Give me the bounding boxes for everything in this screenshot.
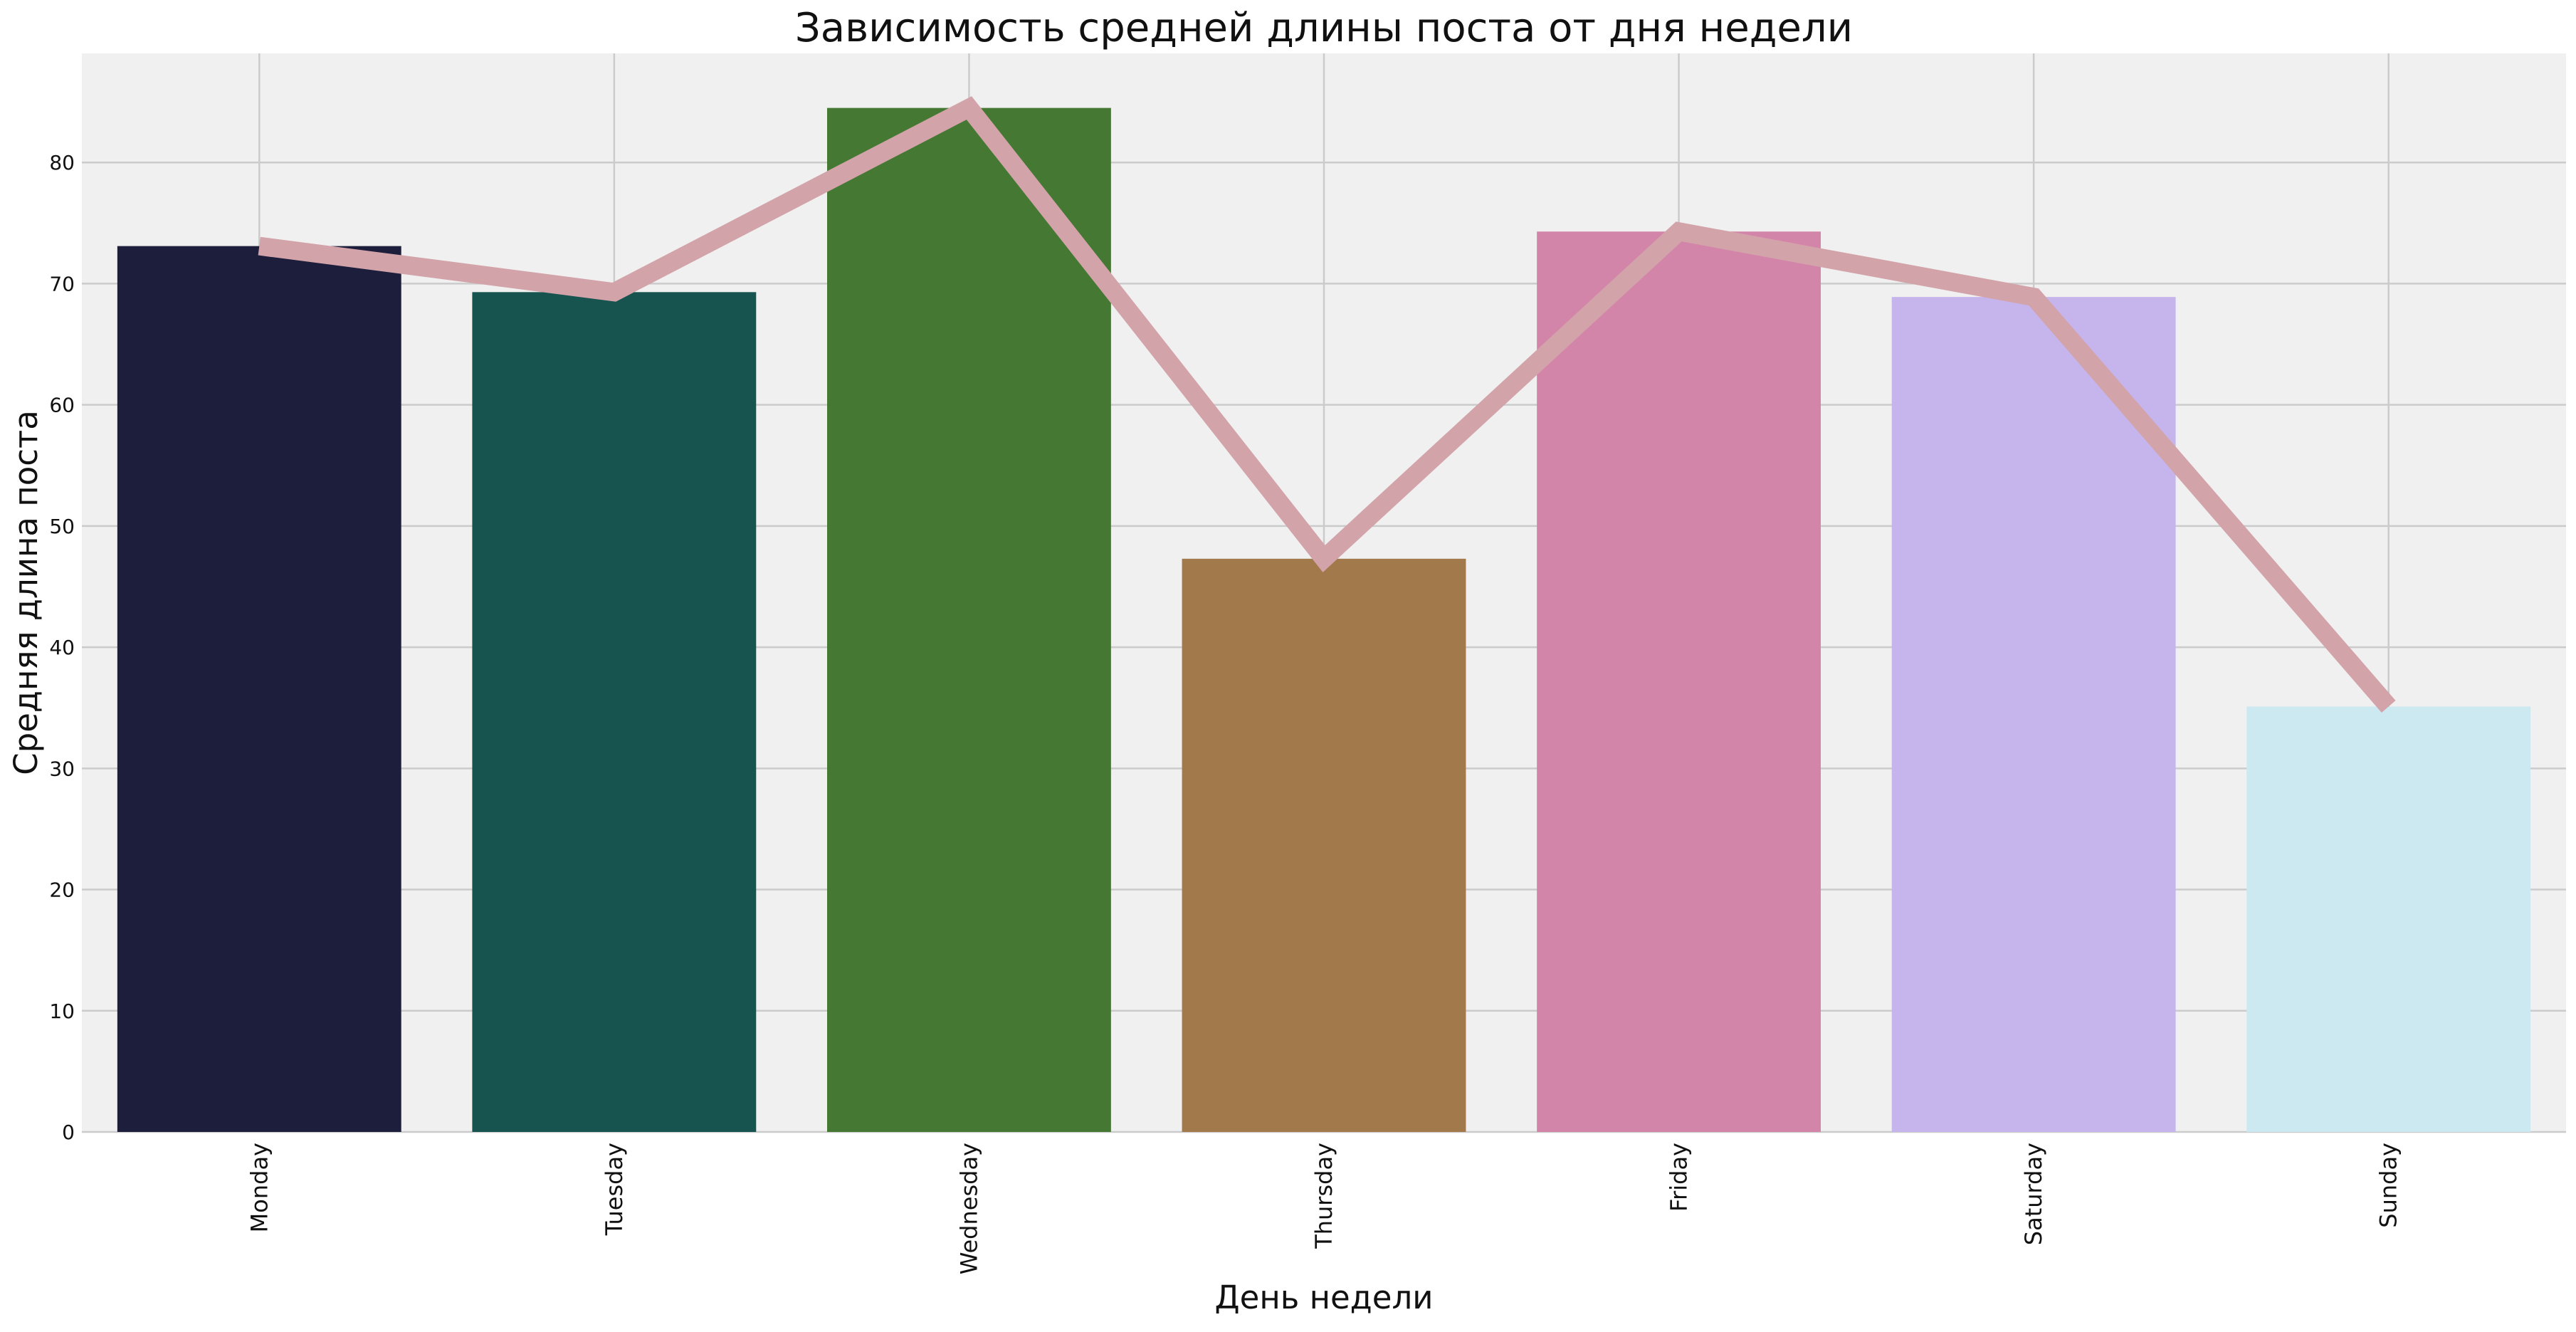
x-tick-label: Monday — [246, 1143, 273, 1232]
x-tick-label: Sunday — [2375, 1143, 2402, 1228]
bar-friday — [1537, 231, 1821, 1132]
x-axis-label: День недели — [1214, 1279, 1433, 1316]
x-tick-label: Friday — [1666, 1143, 1693, 1212]
y-tick-label: 20 — [49, 879, 75, 902]
bar-sunday — [2246, 706, 2531, 1132]
y-tick-label: 50 — [49, 515, 75, 538]
x-tick-label: Saturday — [2020, 1143, 2047, 1245]
y-tick-label: 70 — [49, 272, 75, 295]
trend-line — [258, 96, 2396, 713]
x-tick-label: Tuesday — [601, 1143, 628, 1236]
bar-wednesday — [827, 107, 1111, 1133]
y-tick-label: 40 — [49, 636, 75, 659]
bars — [117, 107, 2531, 1133]
y-tick-label: 80 — [49, 151, 75, 174]
chart-title: Зависимость средней длины поста от дня н… — [795, 5, 1853, 51]
trend-line-group — [258, 96, 2396, 713]
x-tick-label: Thursday — [1310, 1143, 1337, 1249]
y-tick-label: 10 — [49, 1000, 75, 1023]
y-axis: 0 10 20 30 40 50 60 70 80 — [49, 151, 75, 1144]
y-tick-label: 0 — [62, 1121, 75, 1144]
x-axis: Monday Tuesday Wednesday Thursday Friday Satu… — [246, 1143, 2402, 1274]
bar-thursday — [1182, 558, 1466, 1132]
y-tick-label: 30 — [49, 757, 75, 780]
bar-saturday — [1891, 297, 2176, 1133]
bar-monday — [117, 246, 401, 1132]
x-tick-label: Wednesday — [955, 1143, 982, 1274]
y-tick-label: 60 — [49, 394, 75, 417]
bar-tuesday — [472, 292, 757, 1133]
y-axis-label: Средняя длина поста — [7, 410, 45, 775]
